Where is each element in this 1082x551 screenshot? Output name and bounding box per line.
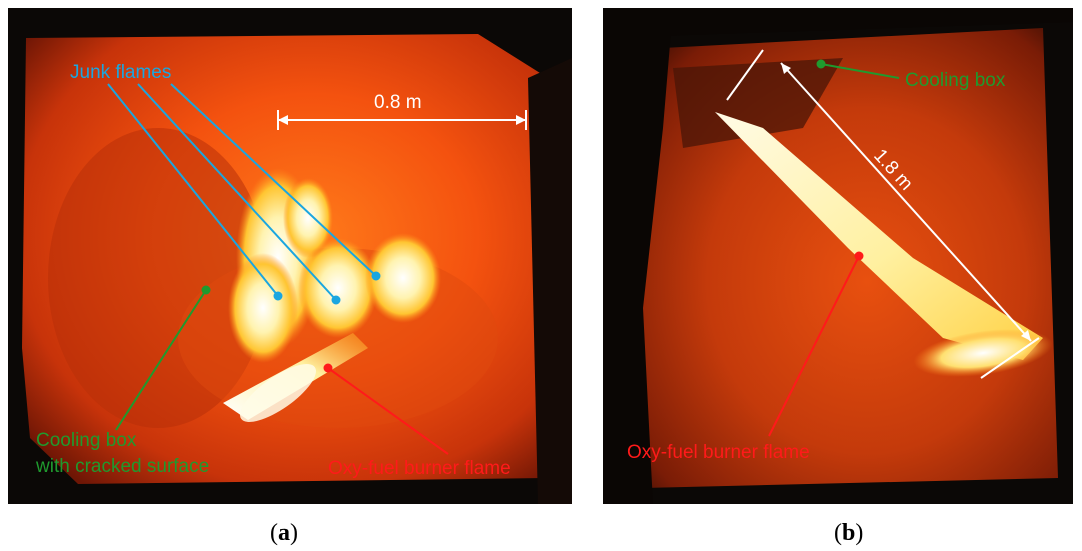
cooling-box-b bbox=[673, 58, 843, 148]
caption-b: (b) bbox=[834, 520, 863, 547]
furnace-photo-a: Junk flames 0.8 m Cooling box with crack… bbox=[22, 34, 572, 504]
burner-flame-leader-b bbox=[768, 251, 864, 437]
caption-b-open: ( bbox=[834, 520, 842, 546]
scale-label-a: 0.8 m bbox=[374, 92, 422, 113]
burner-flame-b bbox=[715, 112, 1043, 360]
junk-flames-label: Junk flames bbox=[70, 62, 171, 83]
dark-wall-left bbox=[603, 8, 673, 504]
cooling-box-leader-b bbox=[816, 59, 900, 79]
junk-flames bbox=[228, 168, 441, 363]
burner-flame-leader-a bbox=[323, 363, 449, 455]
caption-a-open: ( bbox=[270, 520, 278, 546]
caption-a: (a) bbox=[270, 520, 298, 547]
caption-b-letter: b bbox=[842, 520, 856, 546]
cooling-box-leader-a bbox=[115, 285, 211, 431]
cooling-box-label-line2: with cracked surface bbox=[35, 456, 209, 477]
burner-flame-label-a: Oxy-fuel burner flame bbox=[328, 458, 511, 479]
caption-a-letter: a bbox=[278, 520, 290, 546]
dark-wall-right bbox=[528, 58, 572, 504]
scale-bar-b bbox=[726, 49, 1040, 379]
burner-flame-label-b: Oxy-fuel burner flame bbox=[627, 442, 810, 463]
caption-a-close: ) bbox=[290, 520, 298, 546]
furnace-photo-b: Cooling box 1.8 m Oxy-fuel burner flame bbox=[603, 8, 1073, 504]
scale-bar-a bbox=[277, 110, 527, 130]
caption-b-close: ) bbox=[855, 520, 864, 546]
cooling-box-label-line1: Cooling box bbox=[36, 430, 137, 451]
junk-flames-leaders bbox=[107, 83, 381, 305]
photo-panel-b: Cooling box 1.8 m Oxy-fuel burner flame bbox=[603, 8, 1073, 504]
cooling-box-label-b: Cooling box bbox=[905, 70, 1006, 91]
photo-panel-a: Junk flames 0.8 m Cooling box with crack… bbox=[8, 8, 572, 504]
